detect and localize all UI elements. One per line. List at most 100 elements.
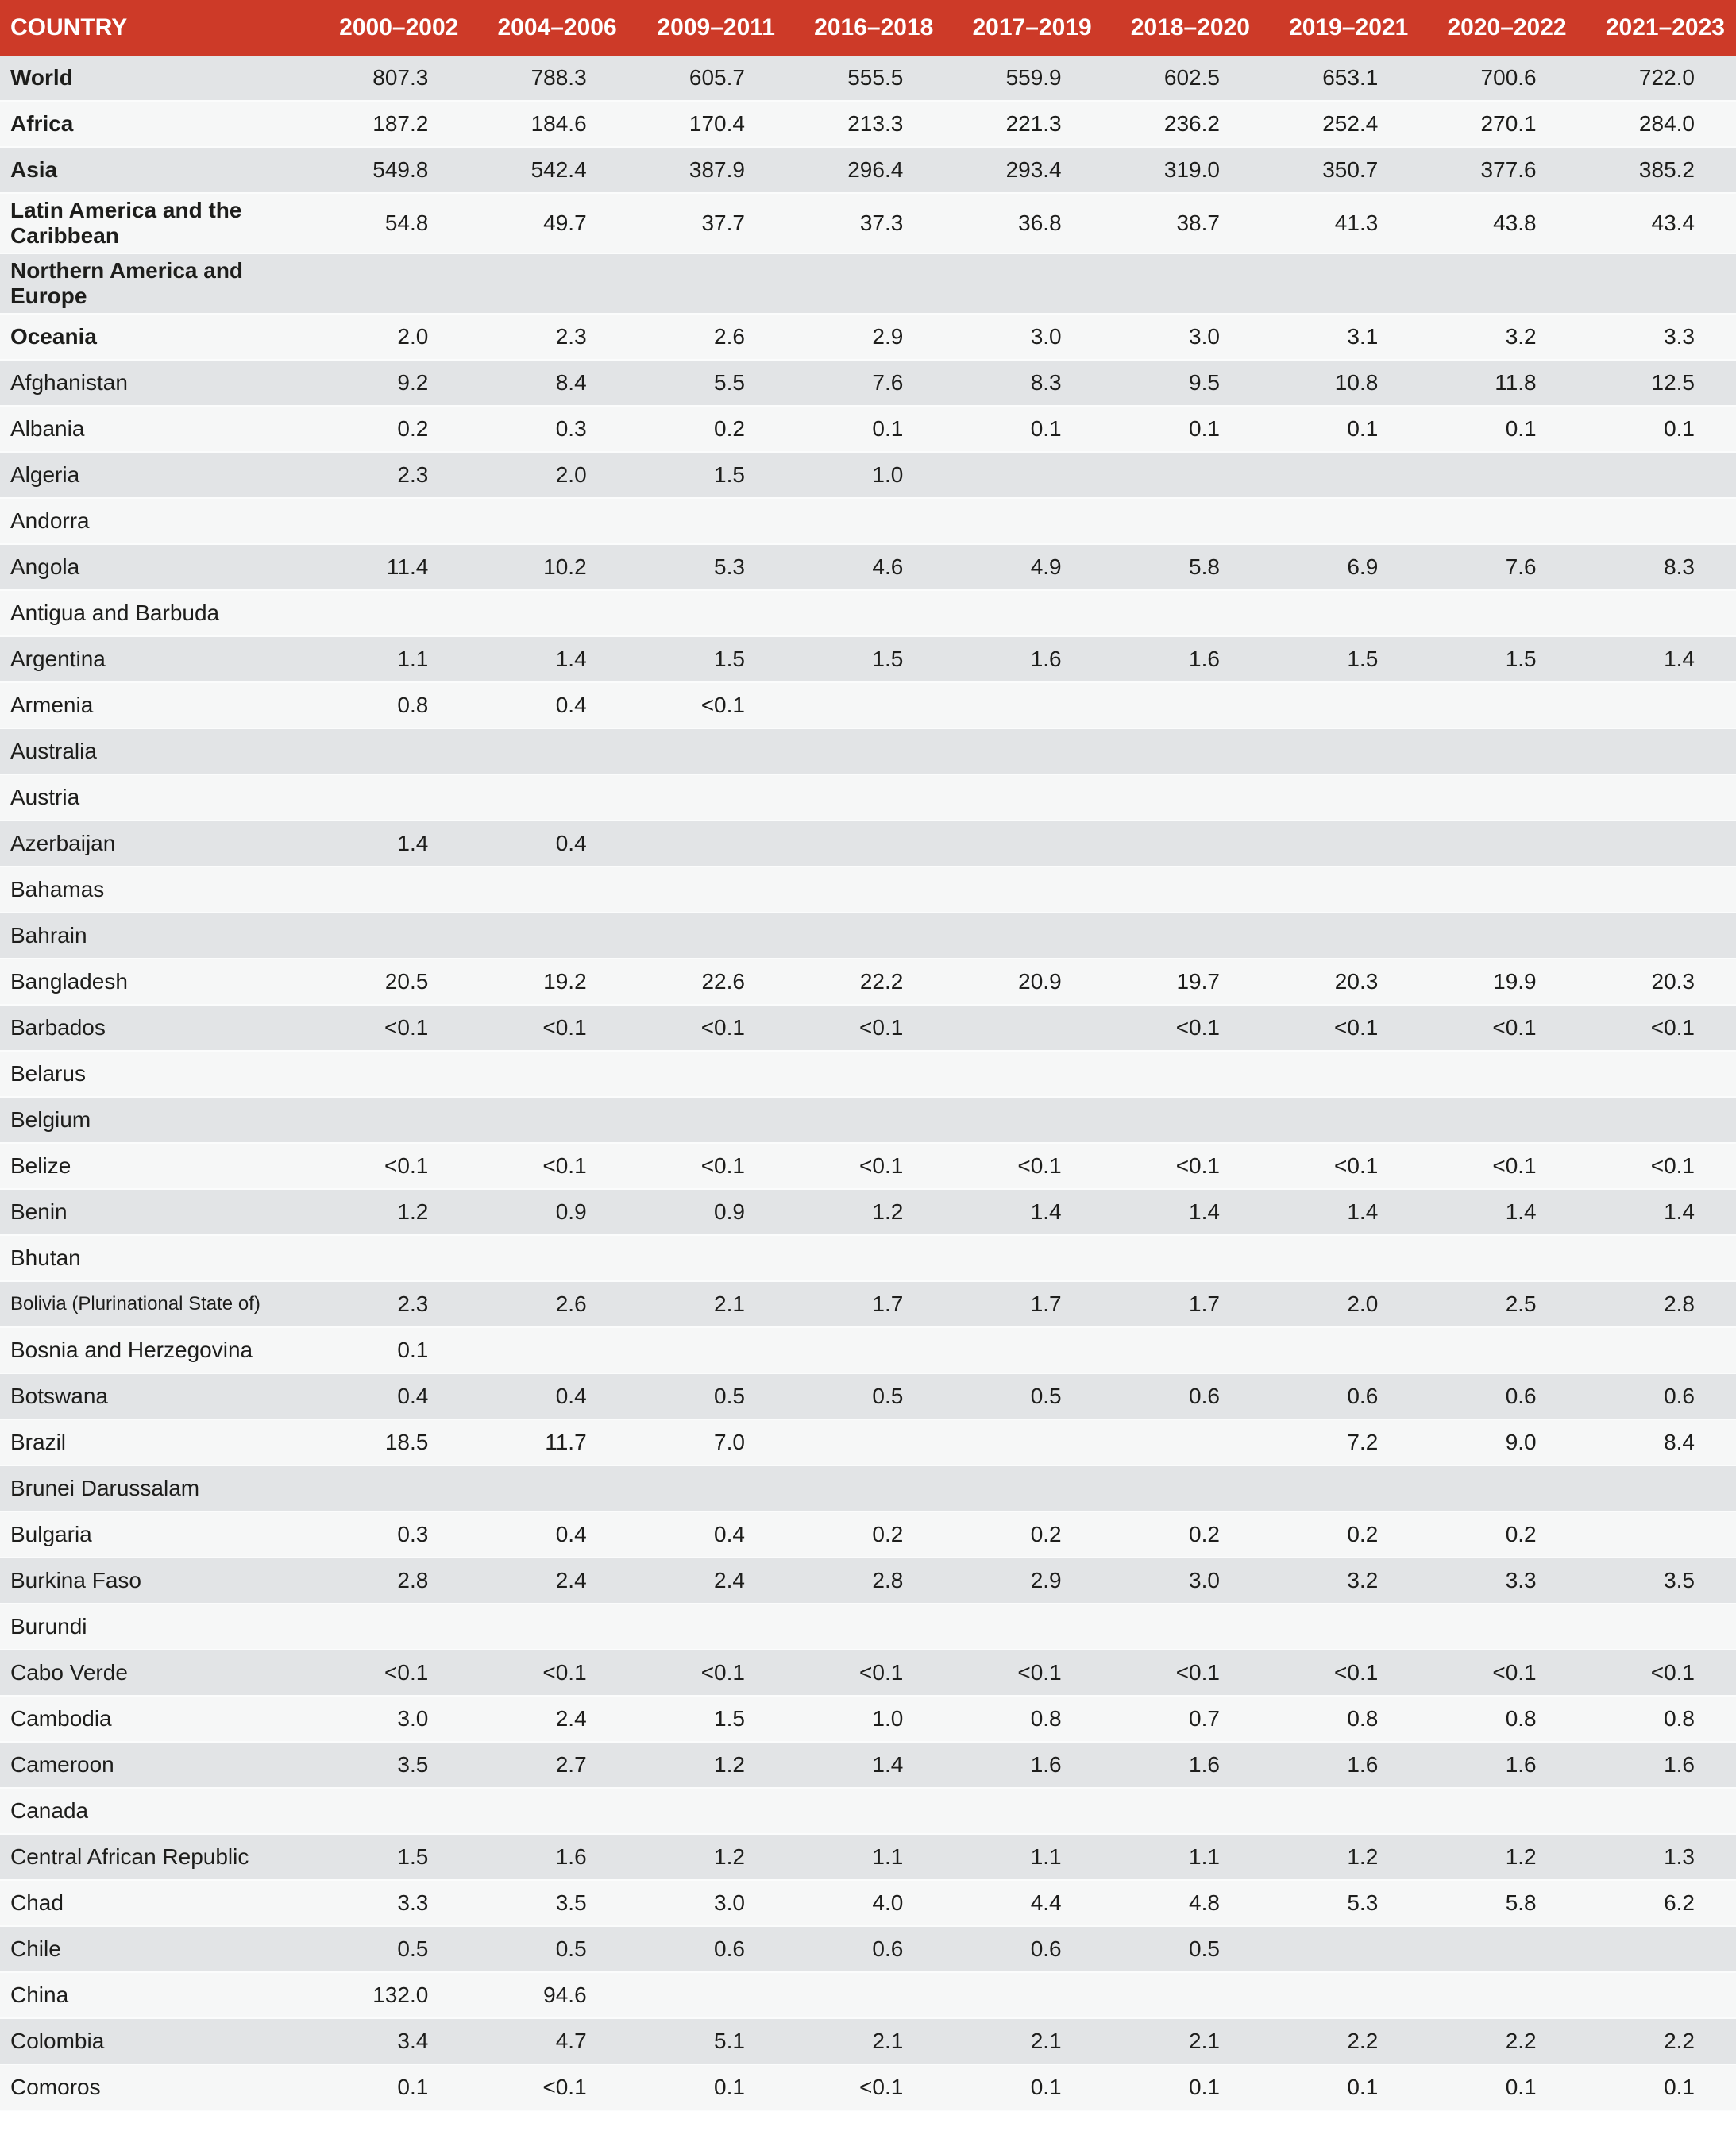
value-cell (311, 1789, 470, 1835)
value-cell: 3.0 (944, 315, 1103, 361)
table-header-row: COUNTRY 2000–2002 2004–2006 2009–2011 2016–2… (0, 0, 1736, 56)
value-cell: 0.4 (311, 1374, 470, 1420)
value-cell (1419, 683, 1578, 729)
value-cell: 549.8 (311, 148, 470, 194)
value-cell: 187.2 (311, 102, 470, 148)
value-cell (944, 1466, 1103, 1512)
table-row: Bulgaria 0.3 0.4 0.4 0.2 0.2 0.2 0.2 0.2 (0, 1512, 1736, 1558)
country-cell: Albania (0, 407, 311, 453)
value-cell: 0.4 (627, 1512, 786, 1558)
value-cell (944, 254, 1103, 315)
value-cell (1260, 1927, 1420, 1973)
value-cell (1419, 1604, 1578, 1650)
value-cell (1419, 453, 1578, 499)
value-cell: 602.5 (1102, 56, 1261, 102)
value-cell: 0.1 (1419, 407, 1578, 453)
value-cell: 3.3 (311, 1881, 470, 1927)
value-cell: 0.3 (469, 407, 628, 453)
value-cell (1260, 913, 1420, 959)
value-cell: 6.2 (1577, 1881, 1736, 1927)
value-cell: 4.6 (785, 545, 945, 591)
value-cell (1577, 729, 1736, 775)
country-cell: Algeria (0, 453, 311, 499)
value-cell (1419, 254, 1578, 315)
value-cell: <0.1 (469, 2065, 628, 2111)
value-cell (469, 775, 628, 821)
value-cell: <0.1 (944, 1144, 1103, 1190)
value-cell: 0.9 (627, 1190, 786, 1236)
country-cell: Bangladesh (0, 959, 311, 1006)
value-cell: 0.1 (1260, 407, 1420, 453)
value-cell: 5.1 (627, 2019, 786, 2065)
value-cell: 20.9 (944, 959, 1103, 1006)
value-cell: <0.1 (627, 1006, 786, 1052)
table-row: Cameroon 3.5 2.7 1.2 1.4 1.6 1.6 1.6 1.6 1.6 (0, 1743, 1736, 1789)
value-cell (944, 683, 1103, 729)
value-cell (785, 499, 945, 545)
table-row: Canada (0, 1789, 1736, 1835)
value-cell: 6.9 (1260, 545, 1420, 591)
value-cell (1102, 913, 1261, 959)
period-column-header: 2019–2021 (1260, 0, 1420, 56)
value-cell: 3.0 (311, 1697, 470, 1743)
country-cell: Botswana (0, 1374, 311, 1420)
value-cell: 0.5 (1102, 1927, 1261, 1973)
value-cell: 1.7 (1102, 1282, 1261, 1328)
value-cell: 4.7 (469, 2019, 628, 2065)
table-row: Bahrain (0, 913, 1736, 959)
value-cell: 0.1 (311, 2065, 470, 2111)
value-cell (627, 1052, 786, 1098)
value-cell: 0.8 (311, 683, 470, 729)
country-cell: Belize (0, 1144, 311, 1190)
value-cell: 1.5 (1260, 637, 1420, 683)
value-cell: 0.1 (627, 2065, 786, 2111)
value-cell (1577, 1604, 1736, 1650)
country-cell: Chad (0, 1881, 311, 1927)
country-cell: Chile (0, 1927, 311, 1973)
value-cell (1577, 1052, 1736, 1098)
value-cell: 1.2 (1419, 1835, 1578, 1881)
country-cell: Cabo Verde (0, 1650, 311, 1697)
value-cell: 1.4 (1260, 1190, 1420, 1236)
value-cell: 38.7 (1102, 194, 1261, 254)
value-cell (627, 729, 786, 775)
table-row: Bosnia and Herzegovina 0.1 (0, 1328, 1736, 1374)
value-cell: 2.1 (785, 2019, 945, 2065)
value-cell: 3.1 (1260, 315, 1420, 361)
value-cell: 2.2 (1577, 2019, 1736, 2065)
value-cell (1419, 821, 1578, 867)
value-cell (785, 254, 945, 315)
value-cell: 1.1 (944, 1835, 1103, 1881)
country-cell: Colombia (0, 2019, 311, 2065)
value-cell (627, 1328, 786, 1374)
value-cell: 3.5 (311, 1743, 470, 1789)
value-cell: 0.1 (1419, 2065, 1578, 2111)
value-cell: 0.2 (1102, 1512, 1261, 1558)
value-cell: <0.1 (311, 1006, 470, 1052)
value-cell: 4.4 (944, 1881, 1103, 1927)
value-cell: 9.2 (311, 361, 470, 407)
value-cell: 43.4 (1577, 194, 1736, 254)
value-cell (1419, 1927, 1578, 1973)
country-cell: Armenia (0, 683, 311, 729)
value-cell (1260, 453, 1420, 499)
value-cell: 3.4 (311, 2019, 470, 2065)
value-cell: 0.4 (469, 1512, 628, 1558)
value-cell: 270.1 (1419, 102, 1578, 148)
value-cell: 0.8 (1260, 1697, 1420, 1743)
value-cell: 559.9 (944, 56, 1103, 102)
value-cell: 252.4 (1260, 102, 1420, 148)
value-cell (785, 591, 945, 637)
value-cell: 0.8 (944, 1697, 1103, 1743)
value-cell: 653.1 (1260, 56, 1420, 102)
value-cell: <0.1 (469, 1006, 628, 1052)
value-cell: 722.0 (1577, 56, 1736, 102)
value-cell (311, 775, 470, 821)
table-row: Bangladesh 20.5 19.2 22.6 22.2 20.9 19.7 20.3 19… (0, 959, 1736, 1006)
value-cell: <0.1 (1260, 1650, 1420, 1697)
period-column-header: 2000–2002 (311, 0, 470, 56)
table-row: Botswana 0.4 0.4 0.5 0.5 0.5 0.6 0.6 0.6 0.6 (0, 1374, 1736, 1420)
value-cell (785, 1420, 945, 1466)
value-cell: <0.1 (1419, 1006, 1578, 1052)
